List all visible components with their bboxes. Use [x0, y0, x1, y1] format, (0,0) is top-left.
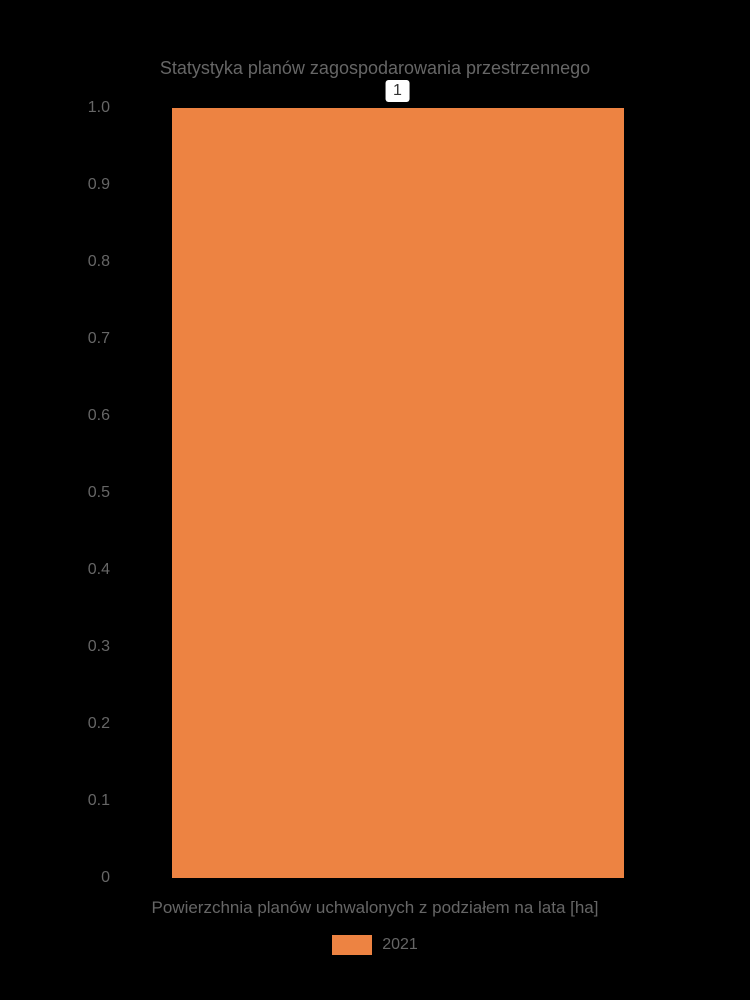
chart-container: Statystyka planów zagospodarowania przes…: [0, 0, 750, 1000]
bar: 1: [172, 108, 624, 878]
y-tick: 0.4: [88, 561, 110, 579]
y-tick: 0.7: [88, 330, 110, 348]
y-tick: 0.1: [88, 792, 110, 810]
legend-label: 2021: [382, 936, 418, 954]
y-tick: 0.3: [88, 638, 110, 656]
plot-area: 1: [115, 108, 680, 878]
legend: 2021: [0, 935, 750, 955]
y-tick: 0.5: [88, 484, 110, 502]
x-axis-label: Powierzchnia planów uchwalonych z podzia…: [0, 898, 750, 918]
y-tick: 0.2: [88, 715, 110, 733]
chart-title: Statystyka planów zagospodarowania przes…: [0, 58, 750, 79]
y-axis: 00.10.20.30.40.50.60.70.80.91.0: [60, 108, 110, 878]
y-tick: 0.6: [88, 407, 110, 425]
y-tick: 0.8: [88, 253, 110, 271]
y-tick: 1.0: [88, 99, 110, 117]
legend-swatch: [332, 935, 372, 955]
y-tick: 0.9: [88, 176, 110, 194]
y-tick: 0: [101, 869, 110, 887]
bar-value-label: 1: [385, 80, 410, 102]
